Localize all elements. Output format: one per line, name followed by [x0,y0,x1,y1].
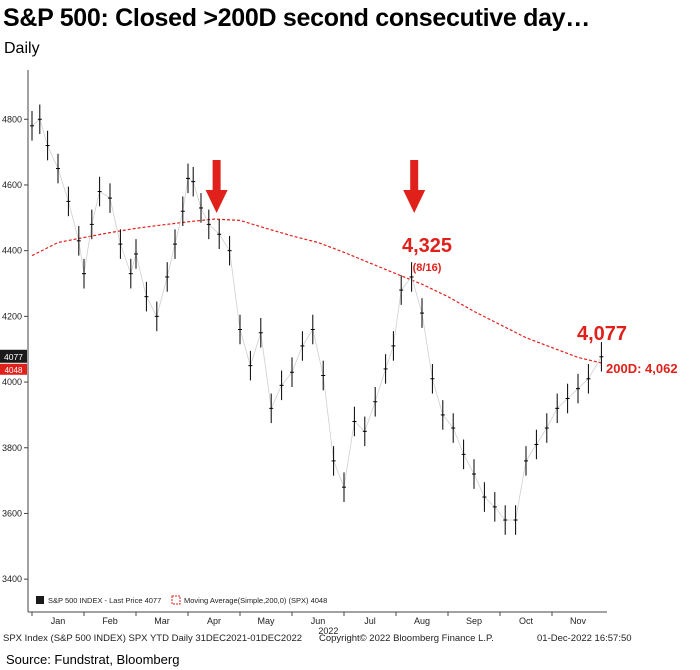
x-tick-label: Apr [207,616,221,626]
x-tick-label: Jan [51,616,66,626]
legend-label-price: S&P 500 INDEX - Last Price 4077 [48,596,161,605]
y-tick-label: 4600 [2,180,22,190]
x-tick-label: Mar [154,616,170,626]
legend: S&P 500 INDEX - Last Price 4077 Moving Av… [36,595,327,605]
source-note: Source: Fundstrat, Bloomberg [6,652,180,667]
y-tick-label: 3600 [2,508,22,518]
ma-tag-box [0,363,27,375]
y-tick-label: 4400 [2,246,22,256]
y-tick-label: 3400 [2,574,22,584]
down-arrow [403,160,426,213]
y-axis: 3400 3600 3800 4000 4200 4400 4600 4800 [2,114,28,584]
price-tag-label: 4077 [4,352,23,362]
annotation-arrows [205,160,426,213]
footer-left: SPX Index (S&P 500 INDEX) SPX YTD Daily … [3,633,303,644]
x-tick-label: Jul [364,616,376,626]
ma-line [31,218,602,364]
price-tag-box [0,349,27,363]
x-tick-label: Jun [311,616,326,626]
y-tick-label: 4200 [2,311,22,321]
y-tick-label: 3800 [2,443,22,453]
price-line-shadow [31,118,602,521]
annotation-peak-value: 4,325 [402,235,452,257]
y-tick-label: 4000 [2,377,22,387]
x-tick-label: Feb [102,616,118,626]
x-axis: Jan Feb Mar Apr May Jun Jul Aug Sep Oct Nov 2022 [31,612,587,636]
x-tick-label: Oct [519,616,534,626]
year-label: 2022 [318,626,338,636]
x-tick-label: Sep [466,616,482,626]
annotation-last-value: 4,077 [577,323,627,345]
moving-average-series [31,218,602,364]
legend-swatch-price [36,596,44,604]
legend-label-ma: Moving Average(Simple,200,0) (SPX) 4048 [184,596,327,605]
y-tick-label: 4800 [2,114,22,124]
annotations: 4,325 (8/16) 4,077 200D: 4,062 [402,235,678,376]
footer-right: 01-Dec-2022 16:57:50 [537,633,632,644]
x-tick-label: Nov [570,616,587,626]
annotation-ma-label: 200D: 4,062 [606,361,678,376]
chart-title: S&P 500: Closed >200D second consecutive… [3,4,590,32]
axis-tags: 4077 4048 [0,349,27,375]
x-tick-label: Aug [414,616,430,626]
plot-frame [27,70,607,613]
chart-subtitle: Daily [4,40,40,57]
annotation-peak-date: (8/16) [413,262,442,274]
down-arrow [205,160,228,213]
legend-swatch-ma [171,595,181,605]
price-series [30,104,604,535]
ma-tag-label: 4048 [5,366,23,375]
x-tick-label: May [257,616,275,626]
footer-center: Copyright© 2022 Bloomberg Finance L.P. [319,633,494,644]
